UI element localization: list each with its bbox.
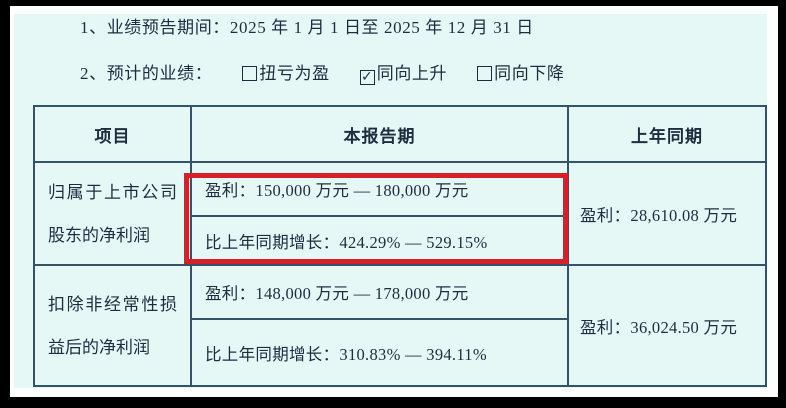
checkbox-checked-icon: ✓ xyxy=(359,69,375,85)
forecast-period-line: 1、业绩预告期间：2025 年 1 月 1 日至 2025 年 12 月 31 … xyxy=(80,13,534,38)
forecast-period-text: 1、业绩预告期间：2025 年 1 月 1 日至 2025 年 12 月 31 … xyxy=(80,18,534,37)
table-header-row: 项目 本报告期 上年同期 xyxy=(33,105,767,163)
cell-profit-range-row2: 盈利：148,000 万元 — 178,000 万元 xyxy=(190,264,569,320)
header-prior-period: 上年同期 xyxy=(567,105,767,163)
checkbox-unchecked-icon xyxy=(242,66,258,81)
table-row: 归属于上市公司 股东的净利润 盈利：150,000 万元 — 180,000 万… xyxy=(33,161,767,266)
option-same-direction-decrease: 同向下降 xyxy=(477,64,564,83)
option-same-direction-increase: ✓ 同向上升 xyxy=(359,64,448,85)
item-line: 扣除非经常性损 xyxy=(48,294,177,314)
item-line: 益后的净利润 xyxy=(48,337,150,357)
cell-prior-profit-row2: 盈利：36,024.50 万元 xyxy=(567,264,767,387)
cell-prior-profit-row1: 盈利：28,610.08 万元 xyxy=(567,161,767,266)
checkbox-unchecked-icon xyxy=(477,66,493,81)
forecast-table: 项目 本报告期 上年同期 归属于上市公司 股东的净利润 盈利：150,000 万… xyxy=(33,105,767,387)
table-row: 比上年同期增长：424.29% — 529.15% xyxy=(34,215,766,266)
option-label: 扭亏为盈 xyxy=(259,64,330,83)
cell-profit-range-row1: 盈利：150,000 万元 — 180,000 万元 xyxy=(190,161,569,217)
option-label: 同向上升 xyxy=(376,64,448,83)
expected-performance-line: 2、预计的业绩： 扭亏为盈 ✓ 同向上升 同向下降 xyxy=(80,59,565,85)
cell-item-net-profit: 归属于上市公司 股东的净利润 xyxy=(33,161,192,266)
header-current-period: 本报告期 xyxy=(190,105,569,163)
cell-growth-range-row2: 比上年同期增长：310.83% — 394.11% xyxy=(190,318,569,387)
option-label: 同向下降 xyxy=(494,64,565,83)
cell-growth-range-row1: 比上年同期增长：424.29% — 529.15% xyxy=(190,215,569,266)
item-line: 归属于上市公司 xyxy=(48,182,177,202)
expected-performance-label: 2、预计的业绩： xyxy=(80,64,213,83)
cell-item-net-profit-after-deduction: 扣除非经常性损 益后的净利润 xyxy=(33,264,192,387)
option-turn-loss-to-profit: 扭亏为盈 xyxy=(242,64,329,83)
header-item: 项目 xyxy=(33,105,192,163)
table-row: 扣除非经常性损 益后的净利润 盈利：148,000 万元 — 178,000 万… xyxy=(33,264,767,387)
item-line: 股东的净利润 xyxy=(48,225,150,245)
table-row: 比上年同期增长：310.83% — 394.11% xyxy=(34,318,766,387)
